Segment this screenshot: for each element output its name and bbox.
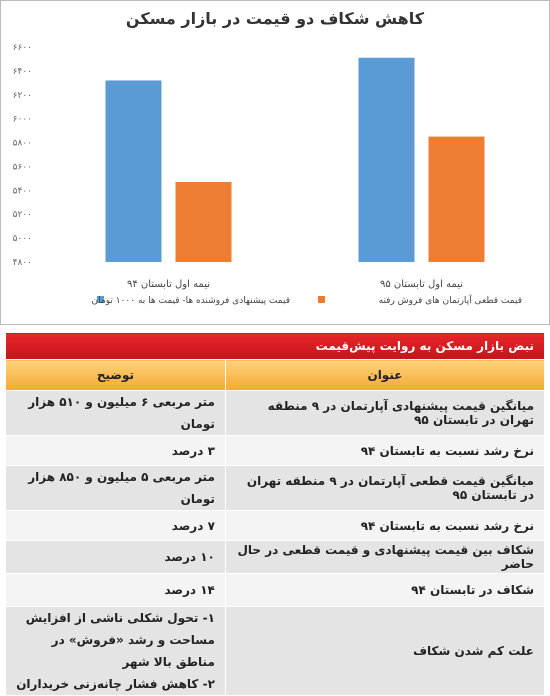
column-header: توضیح: [5, 359, 226, 391]
row-title: میانگین قیمت پیشنهادی آپارتمان در ۹ منطق…: [224, 390, 546, 436]
table-title: نبض بازار مسکن به روایت پیش‌قیمت: [5, 332, 545, 360]
bar: [428, 136, 485, 262]
table-row: شکاف در تابستان ۹۴ ۱۴ درصد: [5, 573, 546, 607]
row-title: شکاف بین قیمت پیشنهادی و قیمت قطعی در حا…: [224, 540, 546, 574]
description-line: ۱- تحول شکلی ناشی از افزایش: [25, 611, 215, 625]
legend-swatch: [318, 296, 325, 303]
row-description: ۷ درصد: [5, 510, 226, 541]
row-title: نرخ رشد نسبت به تابستان ۹۴: [224, 510, 546, 541]
legend-swatch: [97, 296, 104, 303]
x-tick-label: نیمه اول تابستان ۹۵: [380, 279, 463, 290]
bar: [105, 80, 162, 262]
description-line: متر مربعی ۵ میلیون و ۸۵۰ هزار تومان: [28, 470, 215, 506]
description-line: ۱۴ درصد: [164, 583, 215, 597]
description-line: متر مربعی ۶ میلیون و ۵۱۰ هزار تومان: [28, 395, 215, 431]
description-line: ۳ درصد: [171, 443, 215, 458]
y-tick-label: ۵۰۰۰: [13, 234, 32, 244]
description-line: ۷ درصد: [171, 518, 215, 533]
table-row: شکاف بین قیمت پیشنهادی و قیمت قطعی در حا…: [5, 540, 546, 574]
y-tick-label: ۶۴۰۰: [13, 67, 32, 77]
description-line: ۲- کاهش فشار چانه‌زنی خریداران: [16, 677, 215, 691]
x-tick-label: نیمه اول تابستان ۹۴: [127, 279, 210, 290]
y-tick-label: ۶۰۰۰: [13, 115, 32, 125]
legend-label: قیمت قطعی آپارتمان های فروش رفته: [379, 294, 522, 306]
row-description: ۱۴ درصد: [5, 573, 226, 607]
chart: کاهش شکاف دو قیمت در بازار مسکن ۴۸۰۰ ۵۰۰۰…: [0, 0, 550, 325]
column-header: عنوان: [224, 359, 546, 391]
description-line: مساحت و رشد «فروش» در مناطق بالا شهر: [51, 633, 215, 669]
table: نبض بازار مسکن به روایت پیش‌قیمت عنوان توض…: [5, 332, 546, 696]
table-row: میانگین قیمت پیشنهادی آپارتمان در ۹ منطق…: [5, 390, 546, 436]
row-description: ۱۰ درصد: [5, 540, 226, 574]
row-title: علت کم شدن شکاف: [224, 606, 546, 696]
row-description: متر مربعی ۶ میلیون و ۵۱۰ هزار تومان: [5, 390, 226, 436]
bar: [358, 57, 415, 262]
table-row: نرخ رشد نسبت به تابستان ۹۴ ۷ درصد: [5, 510, 546, 541]
row-title: نرخ رشد نسبت به تابستان ۹۴: [224, 435, 546, 466]
y-tick-label: ۵۶۰۰: [13, 162, 32, 172]
y-tick-label: ۵۲۰۰: [13, 210, 32, 220]
row-title: شکاف در تابستان ۹۴: [224, 573, 546, 607]
y-tick-label: ۵۸۰۰: [13, 139, 32, 149]
header-row: عنوان توضیح: [5, 359, 546, 391]
row-title: میانگین قیمت قطعی آپارتمان در ۹ منطقه ته…: [224, 465, 546, 511]
description-line: ۱۰ درصد: [164, 550, 215, 564]
y-tick-label: ۵۴۰۰: [13, 186, 32, 196]
bar: [175, 181, 232, 262]
table-title-row: نبض بازار مسکن به روایت پیش‌قیمت: [5, 332, 545, 360]
y-tick-label: ۶۶۰۰: [13, 43, 32, 53]
chart-title: کاهش شکاف دو قیمت در بازار مسکن: [126, 9, 425, 28]
row-description: ۱- تحول شکلی ناشی از افزایش مساحت و رشد «…: [5, 606, 226, 696]
row-description: ۳ درصد: [5, 435, 226, 466]
legend-label: قیمت پیشنهادی فروشنده ها- قیمت ها به ۱۰۰…: [92, 296, 290, 306]
row-description: متر مربعی ۵ میلیون و ۸۵۰ هزار تومان: [5, 465, 226, 511]
y-tick-label: ۴۸۰۰: [13, 258, 32, 268]
table-row: میانگین قیمت قطعی آپارتمان در ۹ منطقه ته…: [5, 465, 546, 511]
y-tick-label: ۶۲۰۰: [13, 91, 32, 101]
table-row: نرخ رشد نسبت به تابستان ۹۴ ۳ درصد: [5, 435, 546, 466]
table-row: علت کم شدن شکاف ۱- تحول شکلی ناشی از افزا…: [5, 606, 546, 696]
